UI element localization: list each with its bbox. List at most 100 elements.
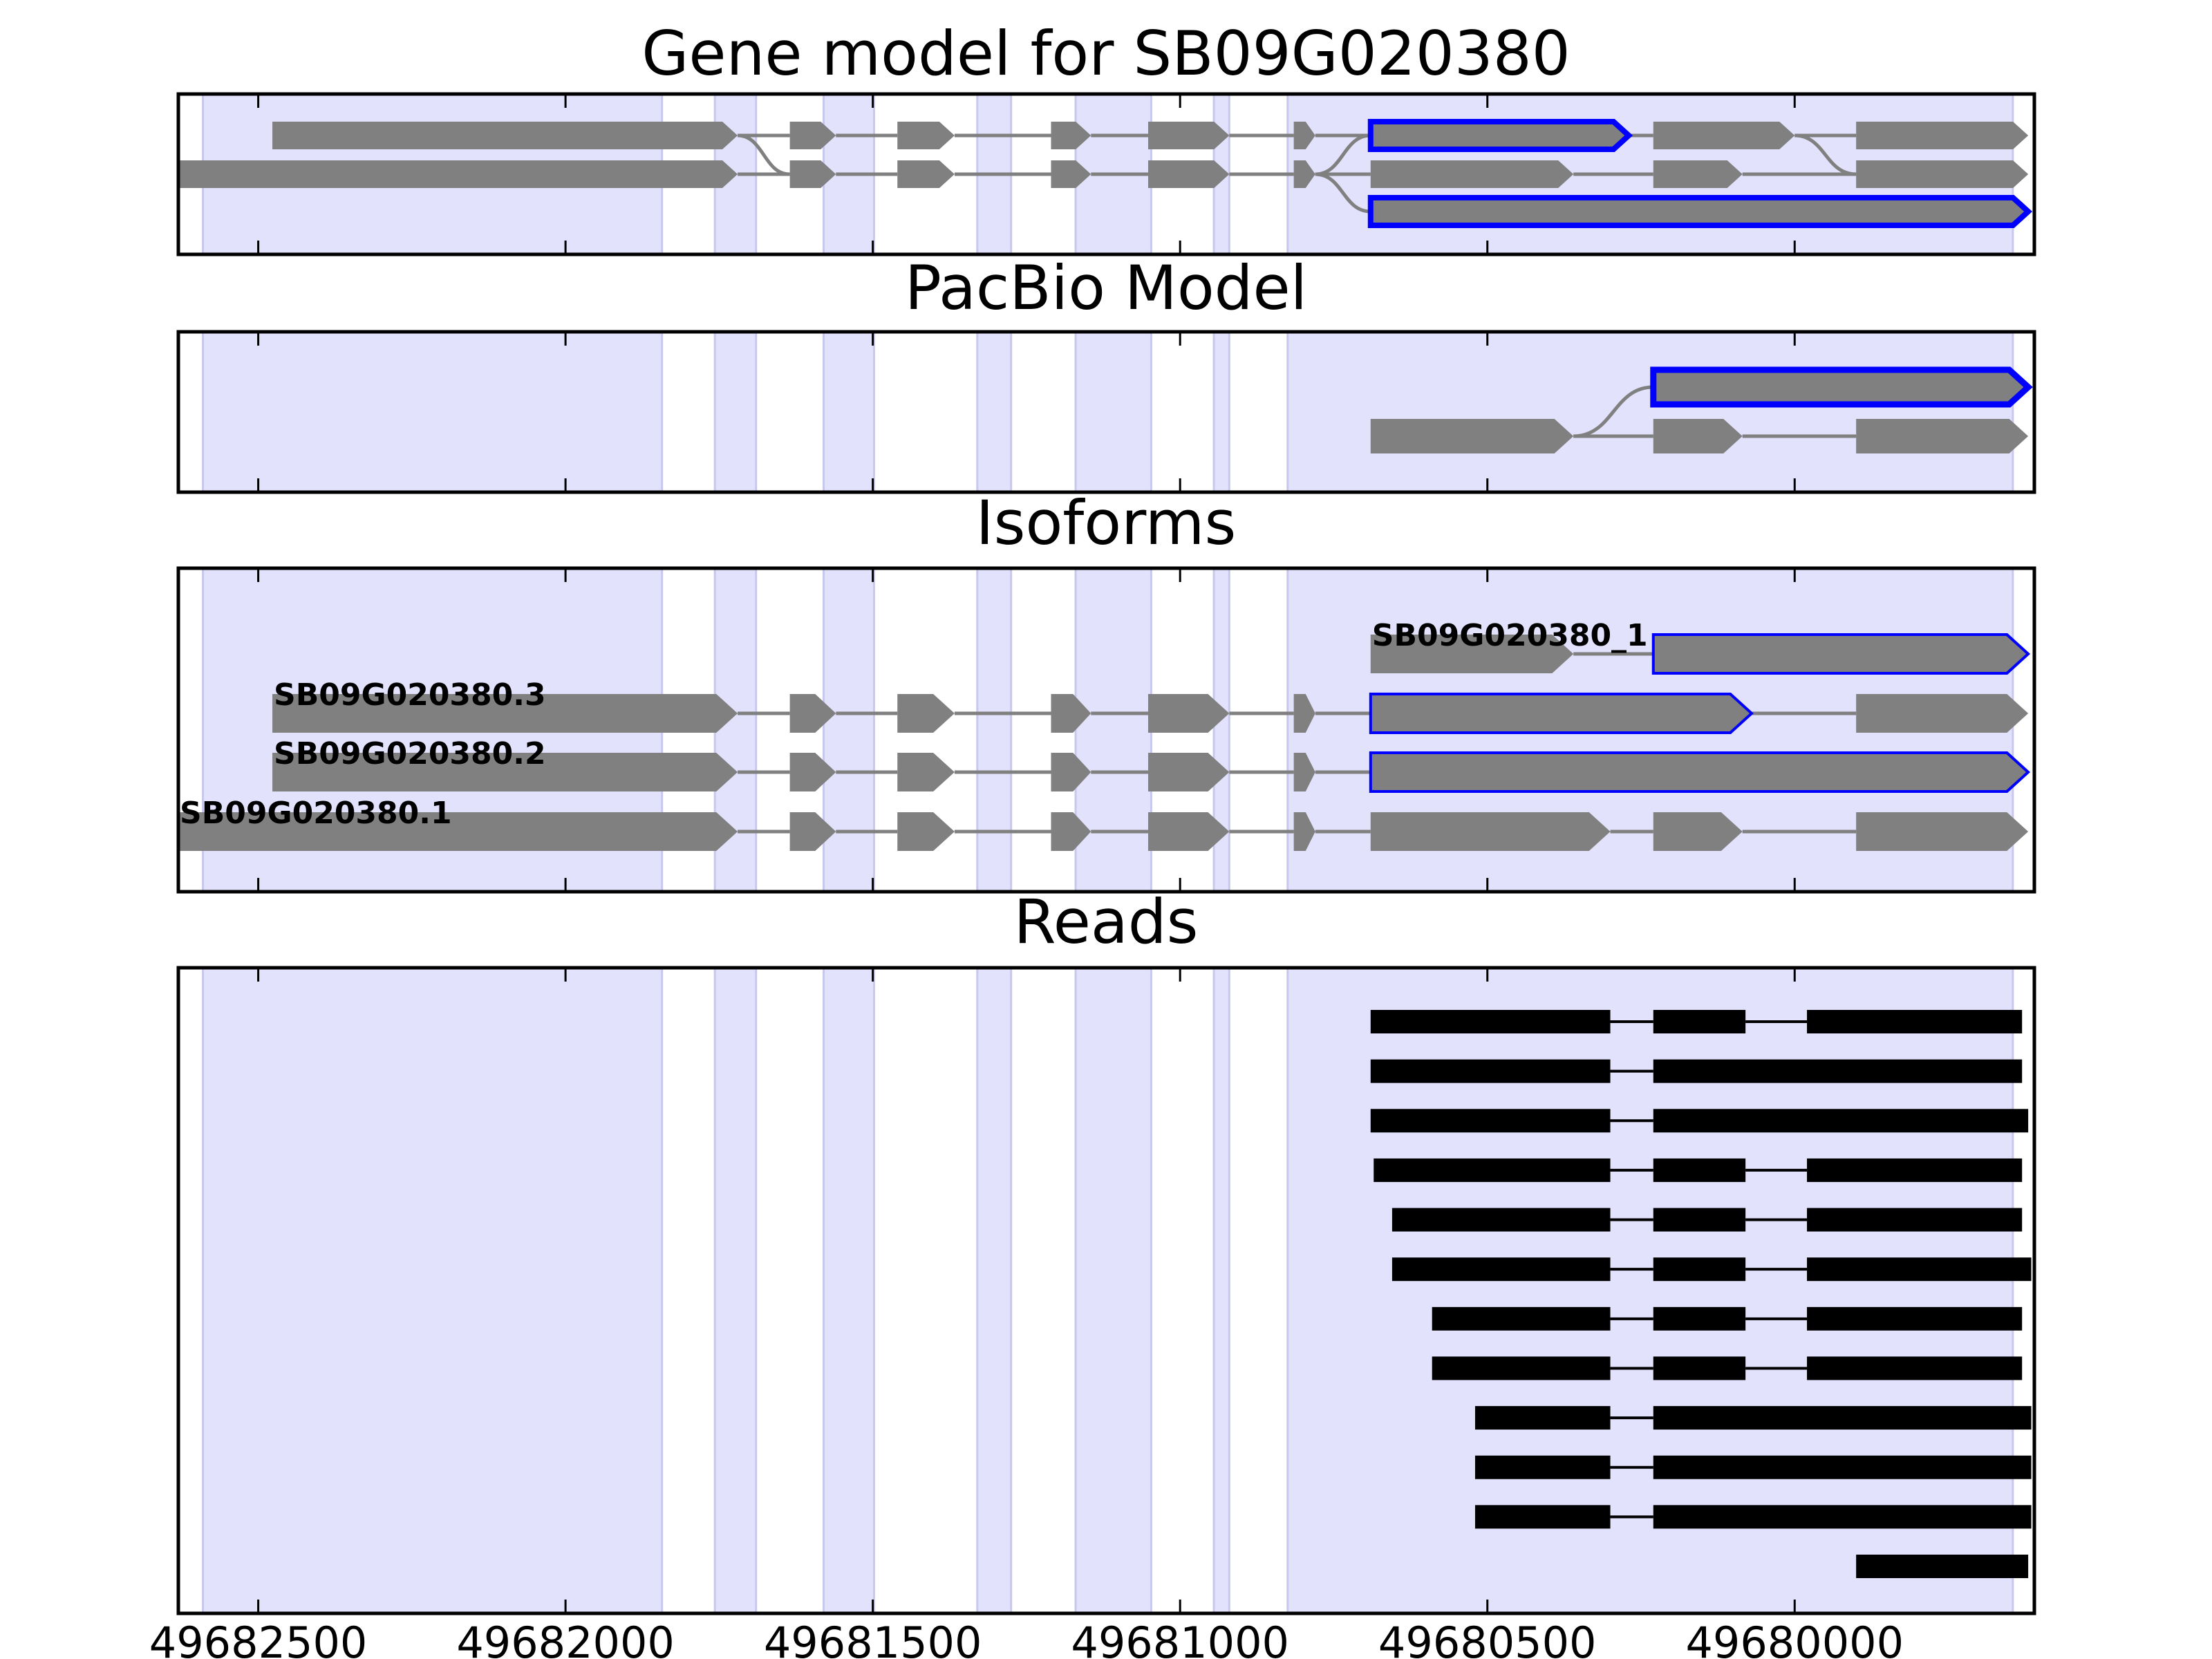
axes-frame: [176, 566, 2036, 894]
exon: [1370, 635, 1574, 673]
x-axis-tick-labels: 49682500 49682000 49681500 49681000 49680500…: [149, 1618, 1904, 1659]
selected-exon: [1650, 366, 2033, 408]
read-block: [1807, 1010, 2023, 1033]
exon: [789, 753, 836, 791]
exon: [1147, 122, 1230, 149]
exon: [789, 160, 836, 188]
read-block: [1653, 1208, 1746, 1232]
read-block: [1653, 1059, 2023, 1083]
pacbio-model-title: PacBio Model: [905, 252, 1307, 324]
shaded-exon-band: [823, 966, 875, 1615]
read-block: [1807, 1208, 2023, 1232]
splice-connector: [737, 133, 790, 176]
exon: [1293, 812, 1315, 851]
exon: [897, 812, 955, 851]
shaded-exon-band: [823, 567, 875, 893]
exon: [178, 812, 738, 851]
selected-exon: [1367, 119, 1633, 152]
exon: [897, 753, 955, 791]
read-block: [1807, 1158, 2023, 1182]
read-block: [1391, 1257, 1611, 1282]
isoform-label: SB09G020380.1: [180, 796, 452, 831]
read-block: [1370, 1059, 1611, 1083]
exon: [1293, 122, 1315, 149]
isoforms-title: Isoforms: [976, 487, 1237, 559]
exon: [897, 122, 955, 149]
shaded-exon-band: [823, 330, 875, 494]
exon: [1856, 160, 2029, 188]
read-block: [1370, 1010, 1611, 1033]
splice-connector: [1315, 133, 1371, 176]
shaded-exon-band: [976, 966, 1013, 1615]
read-block: [1374, 1158, 1611, 1182]
shaded-exon-band: [1074, 966, 1152, 1615]
read-block: [1653, 1109, 2029, 1133]
read-block: [1432, 1356, 1611, 1380]
exon: [1370, 419, 1574, 453]
isoform-label: SB09G020380.3: [274, 677, 546, 713]
exon: [789, 694, 836, 733]
gene-model-title: Gene model for SB09G020380: [641, 18, 1571, 89]
read-block: [1653, 1306, 1746, 1331]
exon: [1051, 753, 1091, 791]
exon: [897, 694, 955, 733]
shaded-exon-band: [202, 330, 664, 494]
read-block: [1653, 1505, 2032, 1529]
exon: [178, 160, 738, 188]
x-tick-label: 49680500: [1378, 1618, 1597, 1659]
shaded-exon-band: [976, 330, 1013, 494]
exon: [1051, 812, 1091, 851]
reads-panel: Reads: [176, 886, 2036, 1615]
exon: [1051, 122, 1091, 149]
shaded-exon-band: [713, 966, 758, 1615]
x-tick-label: 49681000: [1071, 1618, 1289, 1659]
read-block: [1432, 1306, 1611, 1331]
exon: [1147, 812, 1230, 851]
exon: [1147, 160, 1230, 188]
exon: [789, 812, 836, 851]
x-tick-label: 49682000: [456, 1618, 675, 1659]
exon: [1856, 694, 2029, 733]
exon: [1370, 160, 1574, 188]
exon: [1653, 419, 1743, 453]
axes-frame: [176, 330, 2036, 494]
read-block: [1807, 1356, 2023, 1380]
exon: [1856, 122, 2029, 149]
read-block: [1370, 1109, 1611, 1133]
exon: [1051, 160, 1091, 188]
read-block: [1653, 1158, 1746, 1182]
splice-connector: [1573, 385, 1653, 438]
read-block: [1653, 1455, 2032, 1479]
read-block: [1474, 1505, 1611, 1529]
read-block: [1474, 1406, 1611, 1430]
shaded-exon-band: [1286, 330, 2014, 494]
selected-exon: [1369, 751, 2031, 793]
exon: [1370, 812, 1611, 851]
exon: [1293, 753, 1315, 791]
shaded-exon-band: [1212, 330, 1230, 494]
axes-frame: [176, 966, 2036, 1615]
exon: [1051, 694, 1091, 733]
exon: [897, 160, 955, 188]
shaded-exon-band: [1212, 966, 1230, 1615]
exon: [789, 122, 836, 149]
exon: [1856, 419, 2029, 453]
exon: [1653, 160, 1743, 188]
shaded-exon-band: [202, 966, 664, 1615]
exon: [1147, 694, 1230, 733]
shaded-exon-band: [1074, 567, 1152, 893]
isoform-label: SB09G020380.2: [274, 736, 546, 771]
shaded-exon-band: [976, 567, 1013, 893]
selected-exon: [1651, 633, 2031, 675]
read-block: [1653, 1406, 2032, 1430]
x-tick-label: 49680000: [1685, 1618, 1904, 1659]
gene-model-panel: Gene model for SB09G020380: [176, 18, 2036, 256]
exon: [272, 122, 738, 149]
exon: [272, 694, 738, 733]
shaded-exon-band: [1074, 330, 1152, 494]
read-block: [1391, 1208, 1611, 1232]
x-tick-label: 49681500: [764, 1618, 982, 1659]
read-block: [1807, 1257, 2032, 1282]
read-block: [1653, 1356, 1746, 1380]
